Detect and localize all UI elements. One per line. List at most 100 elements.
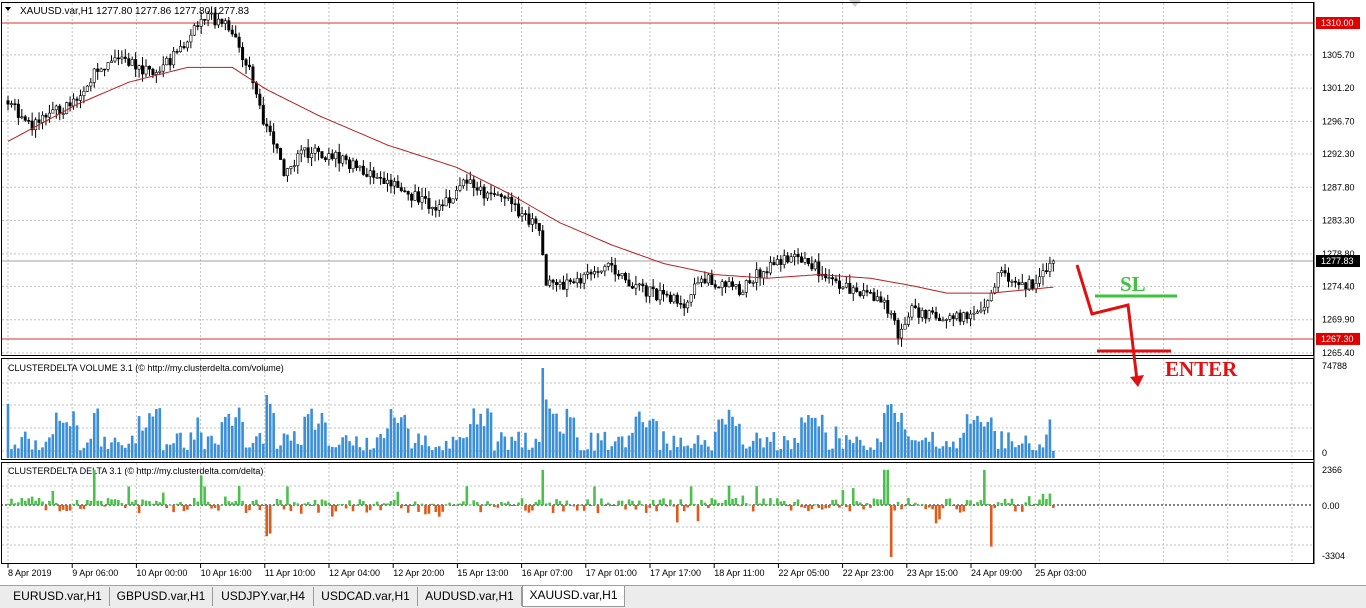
delta-bar	[355, 504, 358, 506]
candle-body	[351, 160, 355, 169]
candle-body	[20, 116, 24, 119]
delta-bar	[51, 490, 55, 505]
candle-body	[310, 153, 314, 159]
delta-bar	[724, 499, 727, 505]
tab-audusd[interactable]: AUDUSD.var,H1	[418, 587, 522, 606]
candle-body	[241, 47, 245, 60]
delta-bar	[227, 501, 231, 505]
volume-bar	[82, 447, 86, 458]
volume-bar	[952, 441, 955, 458]
candle-body	[358, 165, 362, 169]
volume-bar	[993, 431, 996, 458]
volume-bar	[541, 368, 545, 458]
candle-body	[1027, 279, 1031, 290]
candle-body	[44, 114, 48, 118]
volume-bar	[579, 450, 582, 458]
chart-canvas[interactable]: XAUUSD.var,H1 1277.80 1277.86 1277.80 12…	[0, 0, 1366, 585]
volume-bar	[296, 443, 300, 458]
volume-bar	[555, 413, 558, 458]
volume-bar	[600, 440, 603, 458]
candle-body	[710, 274, 714, 285]
tab-usdcad[interactable]: USDCAD.var,H1	[314, 587, 418, 606]
volume-bar	[303, 416, 306, 458]
volume-bar	[306, 414, 310, 458]
time-label: 24 Apr 09:00	[971, 568, 1022, 578]
volume-bar	[227, 413, 231, 458]
delta-bar	[434, 505, 438, 512]
volume-bar	[703, 440, 707, 458]
candle-body	[703, 278, 707, 284]
volume-bar	[155, 409, 158, 458]
candle-body	[965, 312, 969, 320]
volume-bar	[396, 422, 400, 458]
candle-body	[579, 278, 583, 284]
volume-bar	[886, 404, 890, 458]
volume-bar	[375, 437, 379, 458]
candle-body	[693, 283, 697, 295]
price-label: 1265.40	[1322, 348, 1355, 358]
volume-bar	[662, 431, 665, 458]
candle-body	[599, 270, 603, 273]
candle-body	[299, 149, 303, 155]
delta-bar	[855, 501, 858, 505]
candlesticks	[6, 6, 1055, 347]
delta-bar	[955, 505, 959, 510]
volume-bar	[838, 438, 841, 458]
delta-bar	[520, 498, 524, 505]
volume-bar	[6, 404, 10, 458]
volume-bar	[669, 450, 672, 458]
candle-body	[910, 305, 914, 318]
volume-bar	[617, 436, 620, 458]
tab-usdjpy[interactable]: USDJPY.var,H4	[213, 587, 314, 606]
volume-bar	[1052, 450, 1055, 458]
delta-bar	[910, 505, 914, 506]
delta-bar	[1021, 505, 1024, 512]
delta-bar	[996, 502, 1000, 505]
candle-body	[130, 59, 134, 66]
delta-bar	[393, 500, 396, 505]
delta-bar	[20, 497, 24, 505]
volume-bar	[265, 395, 269, 458]
candle-body	[889, 312, 893, 315]
candle-body	[665, 293, 669, 296]
delta-bar	[403, 505, 407, 506]
delta-bar	[983, 469, 986, 505]
candle-body	[989, 293, 993, 301]
main-chart-panel[interactable]: XAUUSD.var,H1 1277.80 1277.86 1277.80 12…	[2, 0, 1360, 358]
volume-bar	[586, 449, 589, 458]
volume-bar	[379, 433, 382, 458]
delta-bar	[796, 499, 800, 505]
volume-bar	[289, 440, 293, 458]
volume-bar	[455, 440, 458, 458]
volume-bar	[693, 443, 696, 458]
volume-bar	[534, 438, 538, 458]
delta-bar	[534, 501, 538, 505]
delta-panel[interactable]: CLUSTERDELTA DELTA 3.1 (© http://my.clus…	[1, 465, 1345, 561]
candle-body	[61, 113, 65, 115]
volume-panel[interactable]: CLUSTERDELTA VOLUME 3.1 (© http://my.clu…	[6, 361, 1347, 458]
tab-xauusd[interactable]: XAUUSD.var,H1	[522, 586, 625, 607]
volume-bar	[931, 431, 934, 458]
delta-bar	[389, 500, 393, 505]
delta-bar	[372, 503, 375, 505]
volume-bar	[710, 450, 714, 458]
chart-menu-arrow-icon[interactable]	[5, 7, 11, 11]
tab-eurusd[interactable]: EURUSD.var,H1	[6, 587, 110, 606]
candle-body	[572, 281, 576, 284]
delta-bar	[789, 505, 793, 511]
candle-body	[679, 303, 683, 305]
delta-bar	[158, 502, 162, 505]
tab-gbpusd[interactable]: GBPUSD.var,H1	[110, 587, 213, 606]
volume-max-label: 74788	[1322, 361, 1347, 371]
volume-bar	[258, 433, 262, 458]
candle-body	[448, 197, 452, 204]
candle-body	[279, 148, 283, 160]
volume-bar	[610, 446, 614, 458]
volume-bar	[213, 443, 217, 458]
delta-bar	[851, 488, 855, 505]
delta-bar	[58, 505, 62, 512]
candle-body	[782, 255, 786, 265]
delta-bar	[676, 505, 679, 523]
volume-bar	[782, 435, 786, 458]
delta-bar	[800, 505, 803, 508]
